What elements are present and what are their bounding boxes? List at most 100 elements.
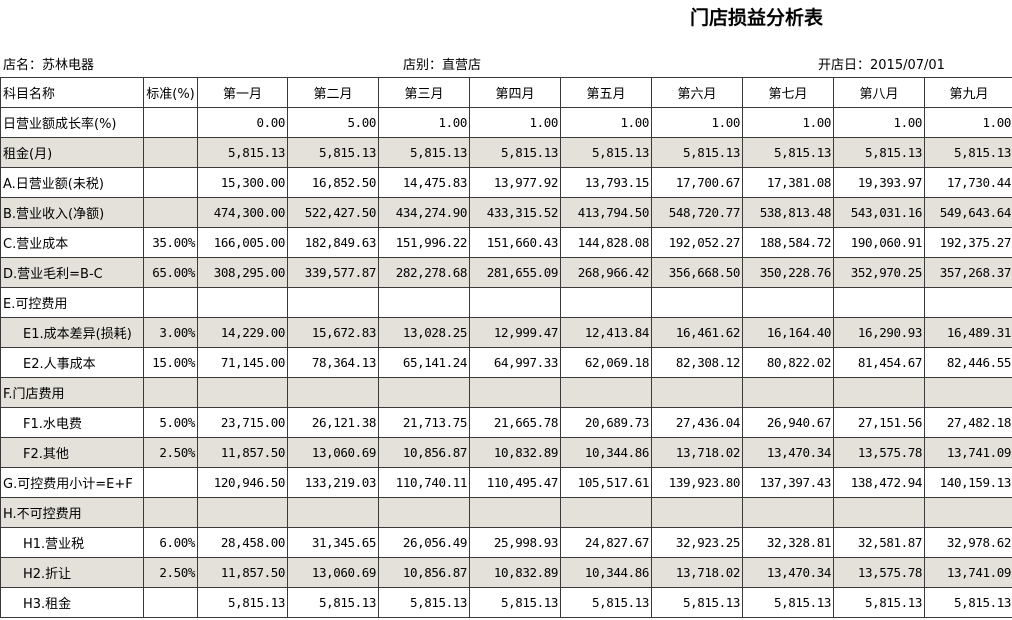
value-cell: 308,295.00	[197, 257, 288, 288]
value-cell: 32,581.87	[833, 527, 925, 558]
row-label: F1.水电费	[0, 407, 144, 438]
value-cell: 13,470.34	[742, 557, 834, 588]
value-cell: 144,828.08	[560, 227, 652, 258]
value-cell: 21,665.78	[469, 407, 561, 438]
value-cell: 543,031.16	[833, 197, 925, 228]
value-cell: 11,857.50	[197, 437, 288, 468]
row-label: F2.其他	[0, 437, 144, 468]
value-cell	[378, 287, 470, 318]
row-label: H1.营业税	[0, 527, 144, 558]
column-header: 第五月	[560, 77, 652, 108]
value-cell: 14,229.00	[197, 317, 288, 348]
value-cell	[560, 377, 652, 408]
value-cell	[197, 377, 288, 408]
standard-cell	[143, 287, 198, 318]
table-row: F.门店费用	[0, 377, 1012, 408]
value-cell	[833, 377, 925, 408]
value-cell: 10,344.86	[560, 437, 652, 468]
value-cell	[469, 377, 561, 408]
value-cell: 16,461.62	[651, 317, 743, 348]
value-cell: 12,999.47	[469, 317, 561, 348]
column-header: 第三月	[378, 77, 470, 108]
column-header: 第六月	[651, 77, 743, 108]
value-cell: 13,470.34	[742, 437, 834, 468]
standard-cell: 65.00%	[143, 257, 198, 288]
value-cell: 268,966.42	[560, 257, 652, 288]
value-cell: 352,970.25	[833, 257, 925, 288]
standard-cell	[143, 497, 198, 528]
column-header: 第二月	[287, 77, 379, 108]
value-cell: 1.00	[742, 107, 834, 138]
standard-cell	[143, 167, 198, 198]
value-cell: 10,856.87	[378, 557, 470, 588]
value-cell: 120,946.50	[197, 467, 288, 498]
value-cell: 23,715.00	[197, 407, 288, 438]
value-cell	[924, 287, 1012, 318]
row-label: E1.成本差异(损耗)	[0, 317, 144, 348]
value-cell: 433,315.52	[469, 197, 561, 228]
value-cell: 133,219.03	[287, 467, 379, 498]
value-cell: 548,720.77	[651, 197, 743, 228]
table-row: 日营业额成长率(%) 0.00 5.00 1.00 1.00 1.00 1.00 1.00 1.…	[0, 107, 1012, 138]
column-header: 第八月	[833, 77, 925, 108]
value-cell: 10,856.87	[378, 437, 470, 468]
value-cell: 1.00	[378, 107, 470, 138]
value-cell	[197, 287, 288, 318]
value-cell: 16,290.93	[833, 317, 925, 348]
value-cell: 15,672.83	[287, 317, 379, 348]
value-cell	[742, 497, 834, 528]
value-cell: 1.00	[833, 107, 925, 138]
table-row: B.营业收入(净额) 474,300.00 522,427.50 434,274.90…	[0, 197, 1012, 228]
value-cell: 188,584.72	[742, 227, 834, 258]
value-cell	[924, 377, 1012, 408]
value-cell: 15,300.00	[197, 167, 288, 198]
value-cell: 1.00	[651, 107, 743, 138]
table-row: F1.水电费 5.00% 23,715.00 26,121.38 21,713.75 21…	[0, 407, 1012, 438]
column-header: 标准(%)	[143, 77, 198, 108]
value-cell: 32,978.62	[924, 527, 1012, 558]
value-cell: 5.00	[287, 107, 379, 138]
value-cell: 140,159.13	[924, 467, 1012, 498]
value-cell: 5,815.13	[833, 587, 925, 618]
report-title: 门店损益分析表	[690, 7, 824, 29]
value-cell: 434,274.90	[378, 197, 470, 228]
value-cell: 5,815.13	[378, 137, 470, 168]
value-cell: 5,815.13	[469, 587, 561, 618]
table-row: D.营业毛利=B-C 65.00% 308,295.00 339,577.87 282,…	[0, 257, 1012, 288]
store-type: 店别：直营店	[403, 58, 482, 73]
value-cell: 5,815.13	[742, 137, 834, 168]
value-cell: 13,028.25	[378, 317, 470, 348]
value-cell: 5,815.13	[197, 587, 288, 618]
value-cell: 82,308.12	[651, 347, 743, 378]
table-row: E1.成本差异(损耗) 3.00% 14,229.00 15,672.83 13,028…	[0, 317, 1012, 348]
value-cell: 5,815.13	[469, 137, 561, 168]
value-cell: 16,164.40	[742, 317, 834, 348]
value-cell	[833, 497, 925, 528]
table-row: H1.营业税 6.00% 28,458.00 31,345.65 26,056.49 25…	[0, 527, 1012, 558]
value-cell: 13,575.78	[833, 437, 925, 468]
value-cell: 13,977.92	[469, 167, 561, 198]
value-cell	[742, 377, 834, 408]
value-cell: 10,832.89	[469, 557, 561, 588]
value-cell: 17,700.67	[651, 167, 743, 198]
value-cell: 5,815.13	[287, 587, 379, 618]
value-cell: 17,730.44	[924, 167, 1012, 198]
table-row: F2.其他 2.50% 11,857.50 13,060.69 10,856.87 10,…	[0, 437, 1012, 468]
value-cell: 192,052.27	[651, 227, 743, 258]
value-cell: 10,832.89	[469, 437, 561, 468]
value-cell	[469, 497, 561, 528]
table-row: H.不可控费用	[0, 497, 1012, 528]
value-cell: 13,793.15	[560, 167, 652, 198]
value-cell: 13,060.69	[287, 437, 379, 468]
value-cell: 5,815.13	[287, 137, 379, 168]
standard-cell	[143, 467, 198, 498]
row-label: E.可控费用	[0, 287, 144, 318]
value-cell: 81,454.67	[833, 347, 925, 378]
value-cell: 11,857.50	[197, 557, 288, 588]
column-header: 第七月	[742, 77, 834, 108]
value-cell: 281,655.09	[469, 257, 561, 288]
value-cell: 282,278.68	[378, 257, 470, 288]
value-cell: 166,005.00	[197, 227, 288, 258]
standard-cell	[143, 377, 198, 408]
value-cell	[651, 377, 743, 408]
